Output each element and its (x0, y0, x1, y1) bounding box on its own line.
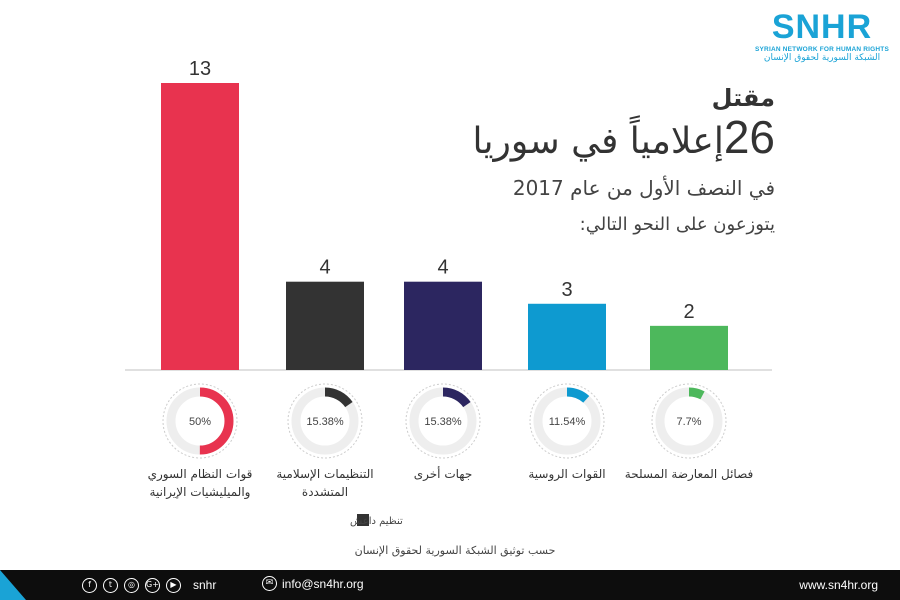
bar-2 (286, 281, 364, 370)
ring-percent-arc (409, 387, 477, 455)
category-label: قوات النظام السوري (148, 467, 253, 482)
ring-percent-arc (166, 387, 234, 455)
source-note: حسب توثيق الشبكة السورية لحقوق الإنسان (354, 544, 556, 557)
logo-arabic-name: الشبكة السورية لحقوق الإنسان (763, 53, 881, 63)
twitter-icon[interactable]: t (103, 577, 118, 593)
ring-outer-dashed (287, 383, 363, 459)
bar-value-label: 13 (189, 58, 211, 80)
category-label: المتشددة (302, 485, 348, 499)
category-label: والميليشيات الإيرانية (150, 485, 251, 500)
bar-1 (161, 83, 239, 370)
percent-label: 7.7% (676, 416, 701, 428)
logo-english-name: SYRIAN NETWORK FOR HUMAN RIGHTS (754, 46, 890, 53)
bar-4 (528, 303, 606, 370)
envelope-icon: ✉ (262, 576, 277, 591)
category-label: جهات أخرى (414, 466, 472, 482)
ring-percent-arc (655, 387, 723, 455)
headline-distribution: يتوزعون على النحو التالي: (579, 214, 775, 235)
bar-5 (650, 325, 728, 370)
percent-label: 15.38% (306, 416, 344, 428)
bar-value-label: 4 (437, 257, 448, 279)
social-links: f t ◎ G+ ▶ snhr (82, 576, 216, 594)
legend-isis-label: تنظيم داعش (350, 516, 403, 527)
ring-outer-dashed (529, 383, 605, 459)
email-address[interactable]: info@sn4hr.org (282, 576, 364, 591)
ring-percent-arc (533, 387, 601, 455)
percent-label: 50% (189, 416, 211, 428)
social-handle: snhr (193, 578, 217, 592)
headline-count-line: 26إعلامياً في سوريا (473, 110, 776, 164)
category-label: التنظيمات الإسلامية (276, 467, 373, 481)
google-plus-icon[interactable]: G+ (145, 577, 160, 593)
headline-journalists: إعلامياً في سوريا (472, 121, 724, 162)
headline-killed: مقتل (711, 84, 775, 112)
category-label: القوات الروسية (528, 467, 605, 482)
ring-outer-dashed (162, 383, 238, 459)
bar-value-label: 3 (561, 279, 572, 301)
ring-outer-dashed (405, 383, 481, 459)
category-label: فصائل المعارضة المسلحة (625, 467, 753, 482)
facebook-icon[interactable]: f (82, 577, 97, 593)
ring-percent-arc (291, 387, 359, 455)
email-contact: ✉ info@sn4hr.org (262, 576, 364, 591)
logo-wordmark: SNHR (771, 8, 873, 46)
percent-label: 11.54% (549, 416, 586, 428)
instagram-icon[interactable]: ◎ (124, 577, 139, 593)
youtube-icon[interactable]: ▶ (166, 577, 181, 593)
bar-3 (404, 281, 482, 370)
headline-count: 26 (723, 111, 775, 163)
snhr-logo: SNHR SYRIAN NETWORK FOR HUMAN RIGHTS الش… (752, 8, 892, 63)
footer-bar: f t ◎ G+ ▶ snhr ✉ info@sn4hr.org www.sn4… (0, 570, 900, 600)
bar-value-label: 4 (319, 257, 330, 279)
percent-label: 15.38% (424, 416, 462, 428)
legend-isis-swatch (357, 514, 369, 526)
website-link[interactable]: www.sn4hr.org (799, 578, 878, 592)
bar-value-label: 2 (683, 301, 694, 323)
ring-outer-dashed (651, 383, 727, 459)
footer-corner-accent (0, 570, 26, 600)
headline-period: في النصف الأول من عام 2017 (512, 176, 775, 200)
